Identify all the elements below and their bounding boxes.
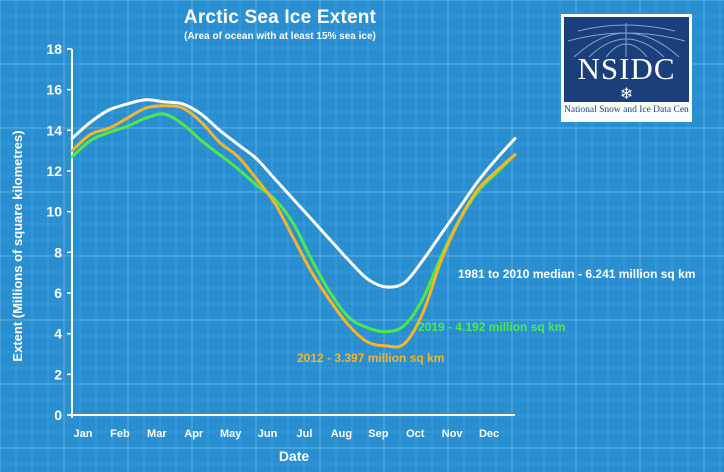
globe-grid-icon [567, 23, 686, 57]
x-tick-label: May [220, 428, 242, 440]
logo-caption: National Snow and Ice Data Center [564, 102, 689, 119]
axes [69, 49, 515, 418]
y-tick-label: 4 [54, 326, 62, 342]
y-tick-label: 12 [46, 163, 62, 179]
y-tick-label: 10 [46, 204, 62, 220]
median-annotation: 1981 to 2010 median - 6.241 million sq k… [458, 267, 696, 281]
series-2019-annotation: 2019 - 4.192 million sq km [418, 320, 566, 334]
series-2012-annotation: 2012 - 3.397 million sq km [297, 351, 445, 365]
x-tick-label: Aug [331, 428, 352, 440]
y-tick-label: 18 [46, 41, 62, 57]
y-axis-label: Extent (Millions of square kilometres) [10, 130, 25, 361]
y-tick-label: 16 [46, 82, 62, 98]
x-tick-label: Feb [110, 428, 130, 440]
x-tick-label: Jan [74, 428, 93, 440]
x-tick-label: Jul [297, 428, 313, 440]
chart-subtitle: (Area of ocean with at least 15% sea ice… [184, 31, 376, 42]
x-tick-label: Mar [147, 428, 167, 440]
x-tick-label: Jun [258, 428, 278, 440]
y-tick-label: 0 [54, 407, 62, 423]
snowflake-icon: ❄ [619, 86, 634, 103]
nsidc-logo: NSIDC ❄ National Snow and Ice Data Cente… [561, 14, 692, 122]
y-tick-label: 6 [54, 285, 62, 301]
x-tick-label: Nov [442, 428, 464, 440]
series-line-2012 [70, 104, 517, 349]
y-tick-labels: 0 2 4 6 8 10 12 14 16 18 [46, 41, 72, 423]
x-axis-label: Date [279, 448, 310, 464]
y-tick-label: 2 [54, 366, 62, 382]
series-lines [70, 98, 517, 349]
series-line-2019 [70, 112, 517, 334]
logo-text: NSIDC [577, 51, 676, 86]
x-tick-label: Sep [368, 428, 388, 440]
y-tick-label: 8 [54, 244, 62, 260]
x-tick-label: Oct [406, 428, 425, 440]
chart-title: Arctic Sea Ice Extent [183, 7, 377, 28]
y-tick-label: 14 [46, 122, 62, 138]
x-tick-label: Apr [184, 428, 204, 440]
series-line-1981-to-2010-median [70, 98, 517, 289]
x-tick-labels: Jan Feb Mar Apr May Jun Jul Aug Sep Oct Nov Dec [74, 428, 500, 440]
x-tick-label: Dec [479, 428, 499, 440]
